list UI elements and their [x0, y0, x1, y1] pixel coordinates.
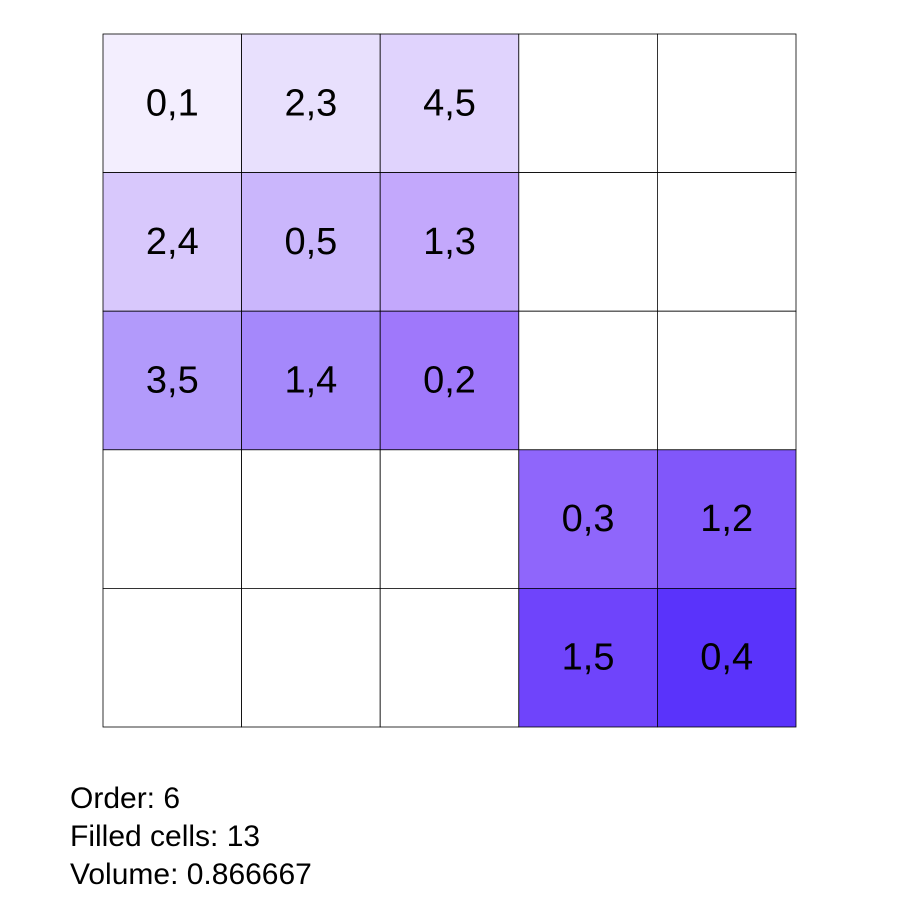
empty-cell — [657, 33, 797, 174]
cell-label: 0,5 — [284, 221, 337, 263]
cell-label: 1,4 — [284, 360, 337, 402]
cell-label: 0,2 — [423, 360, 476, 402]
cell-label: 0,4 — [700, 637, 753, 679]
footer-line: Volume: 0.866667 — [70, 858, 312, 891]
empty-cell — [379, 449, 520, 589]
empty-cell — [241, 449, 381, 589]
empty-cell — [102, 449, 243, 589]
cell-label: 2,4 — [146, 221, 199, 263]
empty-cell — [657, 172, 797, 312]
empty-cell — [102, 588, 243, 728]
filled-cell — [379, 33, 520, 174]
cell-label: 0,1 — [146, 82, 199, 124]
filled-cell — [518, 449, 658, 589]
footer-line: Order: 6 — [70, 782, 180, 815]
cell-label: 2,3 — [284, 82, 337, 124]
cell-label: 0,3 — [562, 498, 615, 540]
filled-cell — [102, 172, 243, 312]
empty-cell — [518, 172, 658, 312]
filled-cell — [102, 310, 243, 451]
filled-cell — [241, 310, 381, 451]
empty-cell — [657, 310, 797, 451]
empty-cell — [379, 588, 520, 728]
empty-cell — [241, 588, 381, 728]
empty-cell — [518, 33, 658, 174]
filled-cell — [657, 449, 797, 589]
filled-cell — [379, 172, 520, 312]
filled-cell — [241, 172, 381, 312]
cell-label: 1,2 — [700, 498, 753, 540]
footer-line: Filled cells: 13 — [70, 820, 260, 853]
cell-label: 1,5 — [562, 637, 615, 679]
filled-cell — [241, 33, 381, 174]
cell-label: 4,5 — [423, 82, 476, 124]
cell-label: 3,5 — [146, 360, 199, 402]
filled-cell — [102, 33, 243, 174]
filled-cell — [657, 588, 797, 728]
filled-cell — [518, 588, 658, 728]
cell-label: 1,3 — [423, 221, 476, 263]
empty-cell — [518, 310, 658, 451]
